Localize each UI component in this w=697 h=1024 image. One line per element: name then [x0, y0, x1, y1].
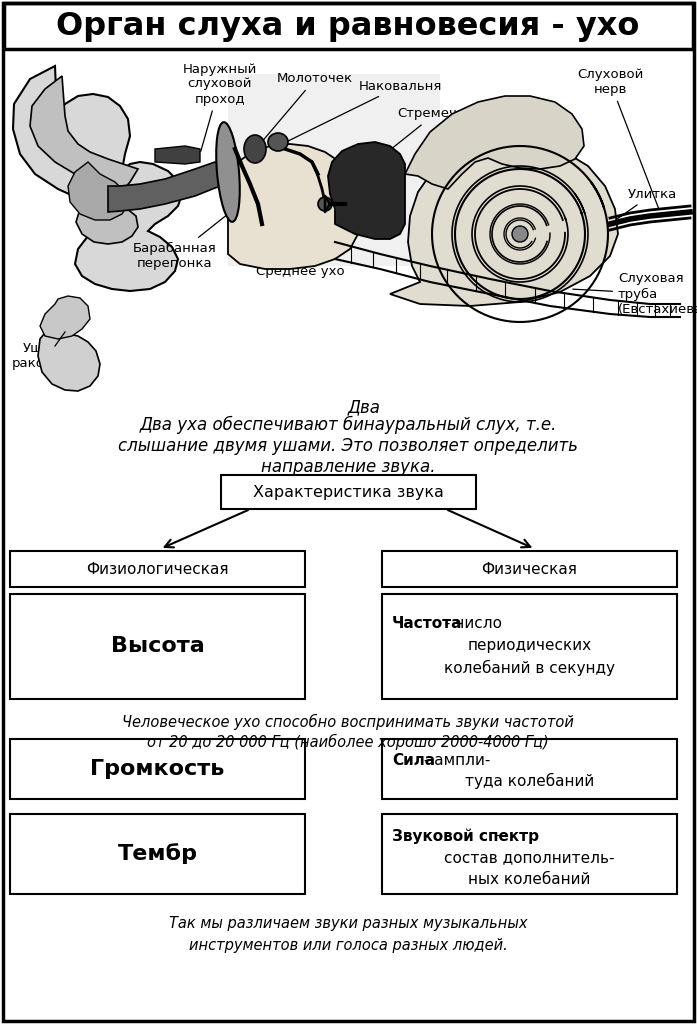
Bar: [10, 739, 305, 799]
Polygon shape: [155, 146, 200, 164]
Circle shape: [512, 226, 528, 242]
Text: ных колебаний: ных колебаний: [468, 872, 590, 887]
Polygon shape: [38, 324, 100, 391]
Text: - число: - число: [440, 616, 502, 631]
Text: Высота: Высота: [111, 637, 204, 656]
Text: Тембр: Тембр: [118, 844, 197, 864]
Text: колебаний в секунду: колебаний в секунду: [444, 660, 615, 676]
Text: Громкость: Громкость: [91, 759, 224, 779]
Text: Человеческое ухо способно воспринимать звуки частотой: Человеческое ухо способно воспринимать з…: [122, 714, 574, 730]
Text: Характеристика звука: Характеристика звука: [252, 484, 443, 500]
Text: Наковальня: Наковальня: [284, 80, 442, 142]
Text: Стремечко: Стремечко: [332, 108, 473, 197]
Text: состав дополнитель-: состав дополнитель-: [444, 850, 615, 865]
Bar: [382, 594, 677, 699]
Polygon shape: [13, 66, 182, 291]
Polygon shape: [68, 162, 128, 220]
Polygon shape: [328, 142, 405, 239]
Text: Барабанная
перепонка: Барабанная перепонка: [133, 216, 226, 270]
Text: Молоточек: Молоточек: [262, 73, 353, 142]
Text: Физиологическая: Физиологическая: [86, 561, 229, 577]
Text: периодических: периодических: [468, 638, 592, 653]
Text: Орган слуха и равновесия - ухо: Орган слуха и равновесия - ухо: [56, 10, 640, 42]
Bar: [382, 739, 677, 799]
Bar: [10, 551, 305, 587]
Text: Два уха обеспечивают бинауральный слух, т.е.
слышание двумя ушами. Это позволяет: Два уха обеспечивают бинауральный слух, …: [118, 416, 578, 476]
Text: от 20 до 20 000 Гц (наиболее хорошо 2000-4000 Гц): от 20 до 20 000 Гц (наиболее хорошо 2000…: [147, 734, 549, 751]
Text: - ампли-: - ампли-: [419, 753, 491, 768]
Ellipse shape: [318, 197, 332, 211]
Text: Звуковой спектр: Звуковой спектр: [392, 828, 539, 844]
Text: инструментов или голоса разных людей.: инструментов или голоса разных людей.: [189, 938, 507, 953]
Text: Слуховая
труба
(Евстахиева): Слуховая труба (Евстахиева): [573, 272, 697, 315]
Bar: [10, 594, 305, 699]
Text: Сила: Сила: [392, 753, 435, 768]
Bar: [220, 475, 475, 509]
Bar: [4, 54, 693, 404]
Bar: [382, 551, 677, 587]
Text: Физическая: Физическая: [482, 561, 577, 577]
Text: Так мы различаем звуки разных музыкальных: Так мы различаем звуки разных музыкальны…: [169, 916, 527, 931]
Bar: [4, 3, 693, 49]
Text: -: -: [489, 828, 500, 843]
Text: Среднее ухо: Среднее ухо: [256, 265, 344, 279]
Text: Слуховой
нерв: Слуховой нерв: [577, 68, 659, 210]
Ellipse shape: [244, 135, 266, 163]
Bar: [10, 814, 305, 894]
Polygon shape: [405, 96, 584, 189]
Ellipse shape: [268, 133, 288, 151]
Text: Частота: Частота: [392, 616, 463, 631]
Polygon shape: [228, 74, 440, 266]
Polygon shape: [30, 76, 138, 244]
Text: туда колебаний: туда колебаний: [465, 773, 594, 790]
Text: Два: Два: [348, 398, 386, 416]
Polygon shape: [228, 144, 360, 269]
Ellipse shape: [216, 122, 240, 222]
Text: Наружный
слуховой
проход: Наружный слуховой проход: [183, 62, 257, 152]
Polygon shape: [108, 159, 228, 212]
Text: Ушная
раковина: Ушная раковина: [12, 342, 78, 370]
Text: Улитка: Улитка: [612, 187, 677, 222]
Polygon shape: [40, 296, 90, 339]
Bar: [382, 814, 677, 894]
Polygon shape: [390, 142, 618, 306]
